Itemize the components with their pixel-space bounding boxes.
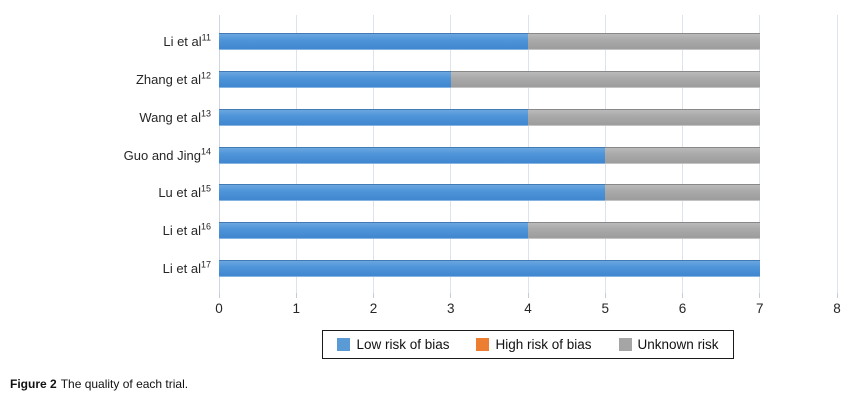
legend-label: High risk of bias <box>495 337 592 352</box>
category-label: Zhang et al12 <box>135 70 211 88</box>
legend-item: Unknown risk <box>618 337 719 352</box>
category-label: Wang et al13 <box>139 108 211 125</box>
axis-tick <box>218 293 220 298</box>
axis-tick <box>604 293 606 298</box>
bar-track <box>219 146 837 164</box>
bar-track <box>219 259 837 277</box>
gridline <box>759 15 761 293</box>
bar-segment <box>450 71 760 89</box>
bar-track <box>219 221 837 239</box>
caption-text: The quality of each trial. <box>60 377 189 391</box>
gridline <box>836 15 838 293</box>
chart-row: Lu et al15 <box>0 174 837 212</box>
axis-tick <box>450 293 452 298</box>
x-tick-label: 2 <box>369 301 378 316</box>
category-superscript: 14 <box>200 146 211 157</box>
axis-tick <box>373 293 374 298</box>
x-tick-label: 4 <box>524 301 532 316</box>
category-label: Guo and Jing14 <box>123 146 211 163</box>
category-label: Li et al16 <box>162 221 211 238</box>
legend-item: Low risk of bias <box>337 337 449 352</box>
legend-swatch <box>337 338 351 351</box>
axis-tick <box>527 293 529 298</box>
legend-swatch <box>476 338 490 351</box>
chart-row: Li et al17 <box>0 249 837 287</box>
x-tick-label: 7 <box>755 301 764 316</box>
x-tick-label: 6 <box>678 301 687 316</box>
x-axis-ticks <box>218 293 838 298</box>
x-tick-label: 1 <box>292 301 301 316</box>
caption-label: Figure 2 <box>10 377 57 391</box>
bar-segment <box>528 221 760 239</box>
category-label: Lu et al15 <box>158 183 211 201</box>
bar-track <box>219 108 837 126</box>
chart-row: Zhang et al12 <box>0 61 837 99</box>
x-tick-label: 0 <box>215 301 223 316</box>
legend-swatch <box>618 338 632 351</box>
axis-tick <box>682 293 683 298</box>
bar-segment <box>528 108 760 126</box>
bar-segment <box>219 146 606 164</box>
bar-segment <box>219 71 451 89</box>
legend: Low risk of bias High risk of bias Unknown… <box>322 330 734 359</box>
bar-track <box>219 71 837 89</box>
category-superscript: 17 <box>200 259 211 270</box>
x-tick-label: 5 <box>601 301 610 316</box>
category-superscript: 12 <box>200 70 211 81</box>
axis-tick <box>295 293 297 298</box>
category-label: Li et al17 <box>162 259 211 276</box>
legend-label: Unknown risk <box>637 337 719 352</box>
bar-segment <box>528 33 760 51</box>
legend-label: Low risk of bias <box>356 337 450 352</box>
bar-segment <box>219 259 760 277</box>
chart-row: Li et al11 <box>0 23 837 61</box>
figure-caption: Figure 2 The quality of each trial. <box>10 377 188 391</box>
chart-row: Wang et al13 <box>0 98 837 136</box>
bar-segment <box>219 184 606 202</box>
bar-rows: Li et al11 Zhang et al12 Wang et al13 Guo a… <box>0 23 837 287</box>
category-label: Li et al11 <box>163 33 211 50</box>
category-superscript: 11 <box>201 33 211 44</box>
x-axis-labels: 0 1 2 3 4 5 6 7 8 <box>215 301 841 318</box>
bar-track <box>219 184 837 202</box>
x-tick-label: 8 <box>833 301 841 316</box>
legend-item: High risk of bias <box>476 337 592 352</box>
bar-segment <box>605 146 760 164</box>
axis-tick <box>836 293 838 298</box>
category-superscript: 15 <box>200 183 211 194</box>
category-superscript: 16 <box>200 221 211 232</box>
bar-segment <box>219 221 528 239</box>
bar-segment <box>605 184 760 202</box>
chart-row: Li et al16 <box>0 212 837 250</box>
chart-row: Guo and Jing14 <box>0 136 837 174</box>
x-tick-label: 3 <box>446 301 455 316</box>
bar-segment <box>219 33 528 51</box>
bar-track <box>219 33 837 51</box>
legend-wrap: Low risk of bias High risk of bias Unknown… <box>219 330 837 359</box>
category-superscript: 13 <box>200 108 211 119</box>
bar-segment <box>219 108 528 126</box>
axis-tick <box>759 293 761 298</box>
